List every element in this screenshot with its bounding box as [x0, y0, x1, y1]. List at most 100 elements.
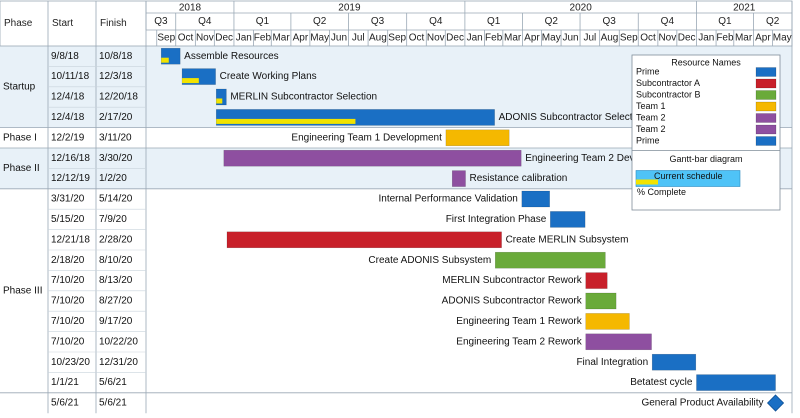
- quarter-label: Q4: [661, 16, 675, 27]
- month-label: Apr: [293, 33, 309, 44]
- year-label: 2021: [733, 3, 756, 14]
- task-bar[interactable]: [215, 88, 227, 106]
- month-label: Apr: [755, 33, 771, 44]
- month-label: Dec: [678, 33, 696, 44]
- task-start-date: 1/1/21: [51, 377, 79, 388]
- phase-label: Phase II: [3, 163, 40, 174]
- task-bar[interactable]: [445, 129, 510, 147]
- task-bar[interactable]: [585, 272, 608, 289]
- phase-label: Startup: [3, 81, 36, 92]
- task-finish-date: 8/13/20: [99, 275, 133, 286]
- legend-item-label: Team 2: [636, 112, 666, 122]
- legend-swatch: [755, 90, 777, 100]
- quarter-label: Q4: [198, 16, 212, 27]
- phase-label: Phase I: [3, 132, 37, 143]
- task-bar[interactable]: [585, 313, 630, 330]
- task-start-date: 10/11/18: [51, 71, 90, 82]
- task-label: Create MERLIN Subsystem: [506, 234, 629, 245]
- task-start-date: 7/10/20: [51, 296, 85, 307]
- task-start-date: 12/16/18: [51, 153, 90, 164]
- legend-item-label: Subcontractor A: [636, 78, 700, 88]
- month-label: Dec: [215, 33, 233, 44]
- task-label: ADONIS Subcontractor Rework: [442, 296, 583, 307]
- legend-sample-progress: [636, 179, 658, 185]
- legend-swatch: [755, 101, 777, 112]
- month-label: Apr: [524, 33, 540, 44]
- task-progress-bar: [216, 98, 223, 104]
- legend-item-label: Team 2: [636, 124, 666, 134]
- task-finish-date: 10/22/20: [99, 336, 138, 347]
- month-label: May: [773, 33, 792, 44]
- month-label: Mar: [272, 33, 290, 44]
- task-progress-bar: [216, 118, 356, 124]
- quarter-label: Q3: [602, 16, 616, 27]
- month-label: Jan: [467, 33, 483, 44]
- month-label: Jun: [562, 33, 578, 44]
- task-finish-date: 3/30/20: [99, 153, 133, 164]
- task-bar[interactable]: [521, 190, 550, 208]
- task-label: Internal Performance Validation: [378, 194, 517, 205]
- task-bar[interactable]: [651, 353, 697, 371]
- task-progress-bar: [182, 78, 199, 84]
- year-label: 2020: [570, 3, 593, 14]
- month-label: Sep: [620, 33, 638, 44]
- task-finish-date: 12/20/18: [99, 92, 138, 103]
- task-label: Engineering Team 1 Development: [291, 132, 442, 143]
- quarter-label: Q3: [371, 16, 385, 27]
- quarter-label: Q1: [256, 16, 270, 27]
- month-label: Jul: [352, 33, 365, 44]
- task-start-date: 7/10/20: [51, 316, 85, 327]
- month-label: Mar: [735, 33, 753, 44]
- month-label: Nov: [196, 33, 214, 44]
- month-label: Jan: [236, 33, 252, 44]
- task-bar[interactable]: [226, 231, 502, 249]
- task-label: Engineering Team 1 Rework: [456, 316, 582, 327]
- month-label: Oct: [640, 33, 656, 44]
- task-bar[interactable]: [451, 170, 466, 187]
- month-label: Sep: [388, 33, 406, 44]
- task-label: Engineering Team 2 Rework: [456, 336, 582, 347]
- legend-percent-complete: % Complete: [637, 187, 686, 197]
- task-bar[interactable]: [223, 149, 522, 167]
- task-label: MERLIN Subcontractor Selection: [230, 92, 377, 103]
- task-bar[interactable]: [585, 333, 652, 351]
- month-label: Nov: [427, 33, 445, 44]
- legend-swatch: [755, 124, 777, 135]
- month-label: Jun: [331, 33, 347, 44]
- year-label: 2018: [179, 3, 202, 14]
- legend-title: Resource Names: [671, 57, 741, 67]
- task-finish-date: 2/17/20: [99, 112, 133, 123]
- quarter-label: Q2: [545, 16, 559, 27]
- task-label: Engineering Team 2 Development: [525, 153, 676, 164]
- month-label: Oct: [178, 33, 194, 44]
- task-bar[interactable]: [585, 292, 617, 310]
- task-bar[interactable]: [696, 374, 776, 391]
- task-label: Resistance calibration: [470, 173, 568, 184]
- task-label: ADONIS Subcontractor Selection: [499, 112, 646, 123]
- task-label: Final Integration: [576, 357, 648, 368]
- task-bar[interactable]: [550, 211, 586, 228]
- milestone-diamond[interactable]: [766, 394, 785, 412]
- legend-swatch: [755, 113, 777, 123]
- task-start-date: 3/31/20: [51, 194, 85, 205]
- task-finish-date: 1/2/20: [99, 173, 127, 184]
- month-label: Aug: [601, 33, 619, 44]
- task-start-date: 5/6/21: [51, 398, 79, 409]
- task-start-date: 10/23/20: [51, 357, 90, 368]
- month-label: Jul: [583, 33, 596, 44]
- month-label: Aug: [369, 33, 387, 44]
- task-finish-date: 8/27/20: [99, 296, 133, 307]
- quarter-label: Q2: [313, 16, 327, 27]
- task-label: Create ADONIS Subsystem: [368, 255, 491, 266]
- month-label: Feb: [716, 33, 734, 44]
- month-label: May: [310, 33, 329, 44]
- month-label: Jan: [698, 33, 714, 44]
- month-label: Sep: [157, 33, 175, 44]
- finish-column-header: Finish: [100, 18, 127, 29]
- task-label: General Product Availability: [641, 398, 763, 409]
- year-label: 2019: [338, 3, 361, 14]
- task-label: First Integration Phase: [446, 214, 547, 225]
- task-bar[interactable]: [495, 251, 606, 269]
